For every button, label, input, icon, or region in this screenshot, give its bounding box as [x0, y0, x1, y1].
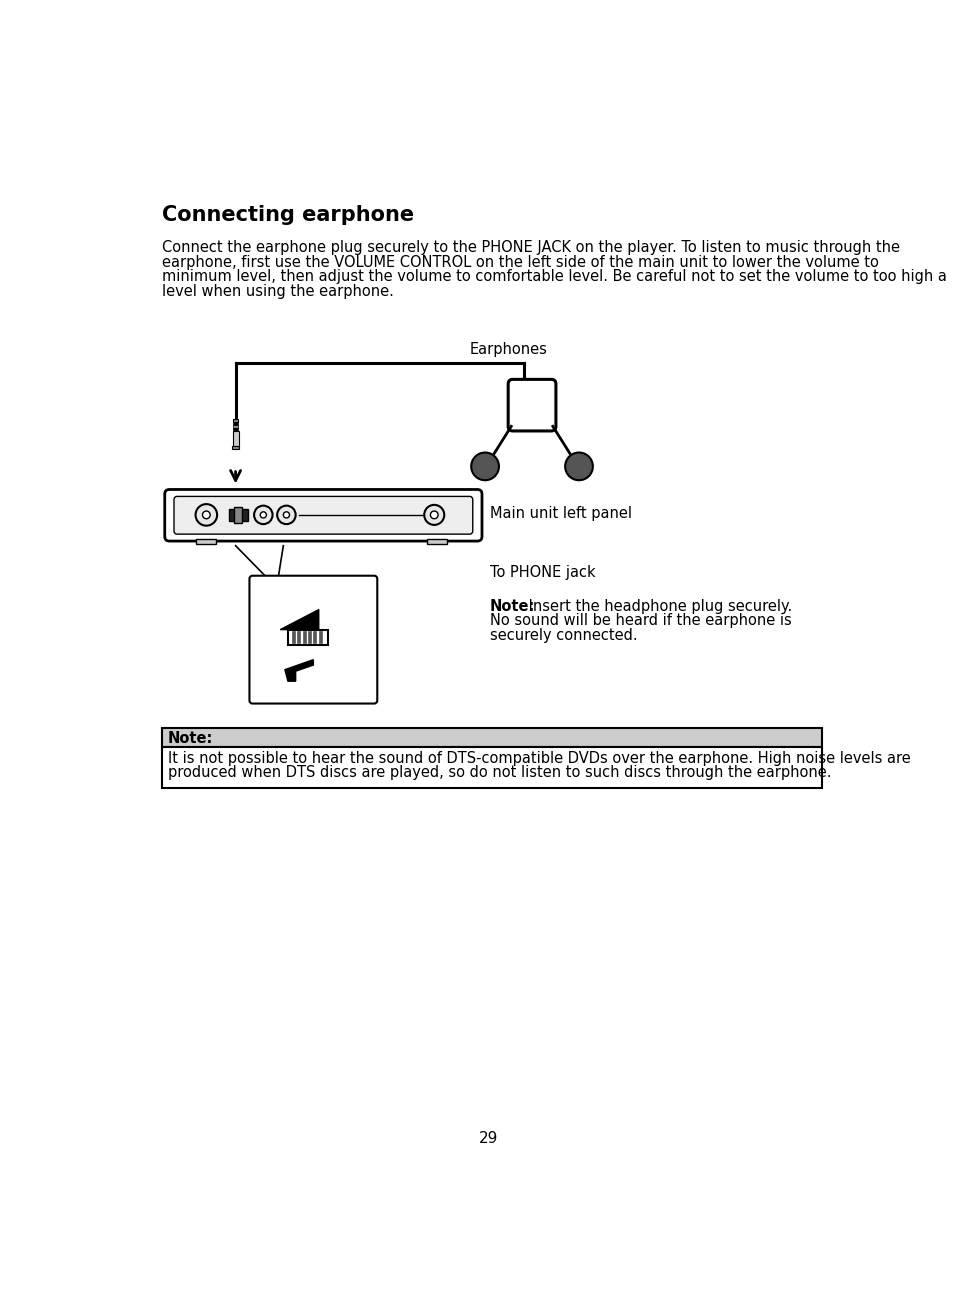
Text: No sound will be heard if the earphone is: No sound will be heard if the earphone i… — [489, 613, 791, 629]
Text: Note:: Note: — [168, 731, 213, 746]
Circle shape — [253, 506, 273, 524]
Bar — [161, 728, 821, 746]
Text: To PHONE jack: To PHONE jack — [489, 565, 595, 580]
Bar — [233, 507, 241, 523]
Circle shape — [471, 452, 498, 480]
Bar — [288, 630, 328, 646]
Bar — [233, 422, 237, 425]
Circle shape — [424, 505, 444, 525]
Bar — [318, 631, 321, 643]
Circle shape — [430, 511, 437, 519]
Text: produced when DTS discs are played, so do not listen to such discs through the e: produced when DTS discs are played, so d… — [168, 765, 830, 780]
Text: Earphones: Earphones — [469, 341, 547, 357]
FancyBboxPatch shape — [173, 497, 473, 535]
Text: 29: 29 — [478, 1131, 498, 1146]
Text: securely connected.: securely connected. — [489, 629, 637, 643]
Text: Insert the headphone plug securely.: Insert the headphone plug securely. — [523, 599, 791, 614]
Bar — [297, 631, 300, 643]
FancyBboxPatch shape — [249, 575, 376, 703]
Circle shape — [195, 505, 217, 525]
Text: It is not possible to hear the sound of DTS-compatible DVDs over the earphone. H: It is not possible to hear the sound of … — [168, 750, 909, 766]
Text: level when using the earphone.: level when using the earphone. — [161, 284, 394, 299]
Text: earphone, first use the VOLUME CONTROL on the left side of the main unit to lowe: earphone, first use the VOLUME CONTROL o… — [161, 255, 878, 269]
Bar — [161, 746, 821, 788]
FancyBboxPatch shape — [165, 490, 481, 541]
Bar — [232, 447, 239, 450]
Text: Connect the earphone plug securely to the PHONE JACK on the player. To listen to: Connect the earphone plug securely to th… — [161, 240, 899, 255]
Polygon shape — [285, 660, 313, 681]
Circle shape — [202, 511, 210, 519]
Bar — [233, 427, 237, 431]
Circle shape — [277, 506, 295, 524]
Circle shape — [564, 452, 592, 480]
Text: minimum level, then adjust the volume to comfortable level. Be careful not to se: minimum level, then adjust the volume to… — [161, 269, 945, 284]
Bar — [196, 538, 215, 544]
Circle shape — [283, 512, 289, 518]
Text: Connecting earphone: Connecting earphone — [161, 205, 414, 225]
Text: Note:: Note: — [489, 599, 535, 614]
Bar — [233, 418, 237, 422]
Bar — [233, 431, 238, 447]
Bar — [292, 631, 294, 643]
Bar — [308, 631, 311, 643]
Polygon shape — [280, 609, 318, 630]
Bar — [313, 631, 316, 643]
Bar — [302, 631, 305, 643]
Circle shape — [260, 512, 266, 518]
Bar — [427, 538, 446, 544]
FancyBboxPatch shape — [508, 379, 556, 431]
Bar — [233, 425, 237, 427]
Bar — [229, 508, 248, 521]
Text: Main unit left panel: Main unit left panel — [489, 506, 631, 521]
